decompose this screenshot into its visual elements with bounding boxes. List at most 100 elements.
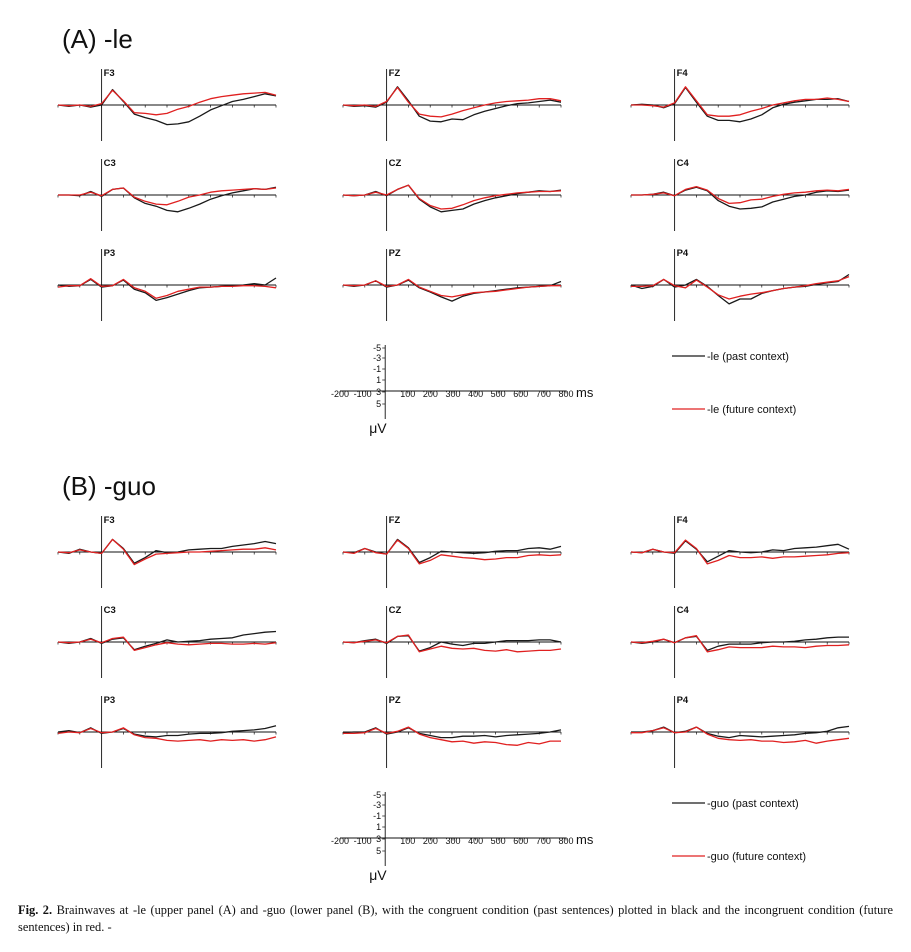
electrode-label: C4 xyxy=(677,158,690,169)
electrode-label: PZ xyxy=(389,248,401,259)
panel-guo: (B) -guo F3 FZ F4 C3 CZ C4 P3 PZ P4 -5-3-11 3 5 -200… xyxy=(57,471,850,883)
erp-line-future xyxy=(57,89,277,116)
erp-line-future xyxy=(57,727,277,742)
erp-line-past xyxy=(342,279,562,302)
scale-y-tick-label: 3 xyxy=(376,834,381,844)
erp-line-past xyxy=(57,538,277,564)
electrode-label: C4 xyxy=(677,605,690,616)
figure-caption: Fig. 2. Brainwaves at -le (upper panel (… xyxy=(18,902,893,936)
scale-y-tick-label: 3 xyxy=(376,387,381,397)
electrode-label: F3 xyxy=(104,515,115,526)
scale-x-tick-label: 100 xyxy=(400,836,415,846)
electrode-label: F3 xyxy=(104,68,115,79)
electrode-label: CZ xyxy=(389,605,402,616)
electrode-plot: FZ xyxy=(342,515,562,588)
erp-line-past xyxy=(57,630,277,651)
y-unit-label: μV xyxy=(369,867,387,883)
scale-y-tick-label: -3 xyxy=(373,800,381,810)
scale-x-tick-label: 600 xyxy=(513,389,528,399)
legend-label-future: -guo (future context) xyxy=(707,851,806,863)
erp-line-past xyxy=(342,538,562,564)
scale-x-tick-label: 800 xyxy=(558,836,573,846)
electrode-label: F4 xyxy=(677,515,689,526)
caption-label: Fig. 2. xyxy=(18,903,53,917)
erp-line-future xyxy=(57,636,277,652)
scale-x-tick-label: 300 xyxy=(445,389,460,399)
erp-line-future xyxy=(630,635,850,653)
electrode-plot: C4 xyxy=(630,158,850,231)
scale-x-tick-label: 400 xyxy=(468,836,483,846)
erp-line-past xyxy=(57,88,277,126)
legend-label-future: -le (future context) xyxy=(707,404,796,416)
electrode-plot: C3 xyxy=(57,158,277,231)
erp-line-future xyxy=(631,726,850,744)
erp-line-future xyxy=(631,86,850,117)
erp-line-future xyxy=(631,275,850,300)
electrode-label: FZ xyxy=(389,68,401,79)
scale-x-tick-label: 600 xyxy=(513,836,528,846)
y-unit-label: μV xyxy=(369,420,387,436)
erp-line-future xyxy=(342,539,562,565)
electrode-label: P4 xyxy=(677,695,689,706)
legend-label-past: -le (past context) xyxy=(707,351,789,363)
electrode-label: C3 xyxy=(104,158,116,169)
scale-y-tick-label: 1 xyxy=(376,822,381,832)
scale-x-tick-label: 500 xyxy=(491,389,506,399)
scale-bar: -5-3-11 3 5 -200 -100 100 200 300 400 500 600 700 80… xyxy=(331,790,594,883)
electrode-label: C3 xyxy=(104,605,116,616)
electrode-plot: C3 xyxy=(57,605,277,678)
scale-bar: -5-3-11 3 5 -200 -100 100 200 300 400 500 600 700 80… xyxy=(331,343,594,436)
electrode-label: PZ xyxy=(389,695,401,706)
scale-y-tick-label: -1 xyxy=(373,364,381,374)
erp-line-future xyxy=(342,278,561,298)
scale-x-tick-label: 800 xyxy=(558,389,573,399)
erp-line-future xyxy=(342,184,562,210)
erp-line-past xyxy=(630,540,850,563)
legend-label-past: -guo (past context) xyxy=(707,798,799,810)
x-unit-label: ms xyxy=(576,385,594,400)
electrode-plot: PZ xyxy=(342,695,562,768)
panel-title-guo: (B) -guo xyxy=(62,471,156,501)
scale-x-tick-label: 200 xyxy=(423,836,438,846)
legend: -guo (past context) -guo (future context) xyxy=(672,798,806,863)
electrode-label: FZ xyxy=(389,515,401,526)
scale-x-tick-label: -100 xyxy=(354,389,372,399)
scale-y-tick-label: -3 xyxy=(373,353,381,363)
scale-y-tick-label: 1 xyxy=(376,375,381,385)
scale-y-tick-label: -5 xyxy=(373,790,381,800)
scale-x-tick-label: 400 xyxy=(468,389,483,399)
x-unit-label: ms xyxy=(576,832,594,847)
electrode-label: F4 xyxy=(677,68,689,79)
scale-x-tick-label: 500 xyxy=(491,836,506,846)
scale-x-tick-label: 200 xyxy=(423,389,438,399)
scale-y-tick-label: 5 xyxy=(376,399,381,409)
erp-line-future xyxy=(631,185,850,205)
electrode-plot: CZ xyxy=(342,158,562,231)
erp-line-past xyxy=(342,86,562,123)
panel-title-le: (A) -le xyxy=(62,24,133,54)
electrode-plot: CZ xyxy=(342,605,562,678)
electrode-plot: P3 xyxy=(57,248,277,321)
erp-line-future xyxy=(342,86,562,118)
legend: -le (past context) -le (future context) xyxy=(672,351,796,416)
electrode-label: P3 xyxy=(104,695,116,706)
electrode-label: CZ xyxy=(389,158,402,169)
erp-line-future xyxy=(57,278,277,299)
erp-line-future xyxy=(58,187,277,206)
electrode-label: P4 xyxy=(677,248,689,259)
scale-x-tick-label: -200 xyxy=(331,836,349,846)
scale-x-tick-label: 700 xyxy=(536,836,551,846)
electrode-plot: F4 xyxy=(630,515,850,588)
electrode-plot: P3 xyxy=(57,695,277,768)
scale-x-tick-label: -100 xyxy=(354,836,372,846)
erp-line-past xyxy=(58,186,277,213)
electrode-plot: P4 xyxy=(630,695,850,768)
scale-y-tick-label: -1 xyxy=(373,811,381,821)
electrode-plot: C4 xyxy=(630,605,850,678)
erp-line-future xyxy=(57,538,277,566)
electrode-plot: PZ xyxy=(342,248,562,321)
caption-text: Brainwaves at -le (upper panel (A) and -… xyxy=(18,903,893,934)
erp-line-future xyxy=(343,726,561,746)
electrode-plot: FZ xyxy=(342,68,562,141)
